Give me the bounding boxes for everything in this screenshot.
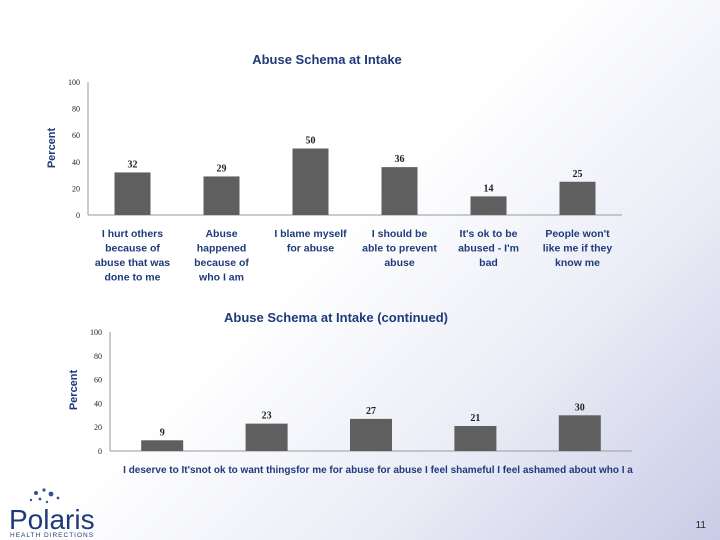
chart-1-bar bbox=[381, 167, 418, 215]
chart-2-y-tick: 40 bbox=[94, 399, 102, 408]
chart-1-category-label: know me bbox=[555, 257, 600, 269]
chart-1-category-label: Abuse bbox=[205, 228, 237, 240]
chart-2: Abuse Schema at Intake (continued) Perce… bbox=[68, 310, 633, 476]
chart-2-data-label: 9 bbox=[160, 427, 165, 438]
chart-2-category-labels-overlap: I deserve to It'snot ok to want thingsfo… bbox=[123, 465, 633, 476]
chart-1-y-tick: 20 bbox=[72, 184, 80, 193]
chart-1-category-label: because of bbox=[194, 257, 249, 269]
chart-2-data-label: 23 bbox=[262, 411, 272, 422]
chart-1-category-label: I hurt others bbox=[102, 228, 163, 240]
chart-2-y-tick: 0 bbox=[98, 447, 102, 456]
logo-wordmark: Polaris bbox=[9, 504, 95, 535]
chart-1-category-labels: I hurt others because of abuse that was don… bbox=[95, 228, 613, 284]
chart-2-bars bbox=[141, 415, 601, 451]
chart-1-y-tick: 80 bbox=[72, 105, 80, 114]
chart-2-data-label: 30 bbox=[575, 402, 585, 413]
chart-1-category-label: for abuse bbox=[287, 243, 334, 255]
chart-1-category-label: abuse that was bbox=[95, 257, 170, 269]
polaris-logo: Polaris HEALTH DIRECTIONS bbox=[9, 488, 95, 539]
chart-1-data-label: 29 bbox=[217, 163, 227, 174]
chart-2-bar bbox=[245, 423, 288, 451]
chart-1-category-label: abuse bbox=[384, 257, 415, 269]
chart-1-data-label: 50 bbox=[306, 136, 316, 147]
chart-2-data-label: 21 bbox=[470, 413, 480, 424]
chart-2-y-tick: 80 bbox=[94, 352, 102, 361]
chart-2-data-label: 27 bbox=[366, 406, 376, 417]
chart-1-category-label: happened bbox=[197, 243, 247, 255]
chart-1-data-label: 14 bbox=[484, 183, 494, 194]
chart-1-data-labels: 32 29 50 36 14 25 bbox=[128, 136, 583, 195]
chart-1-data-label: 25 bbox=[573, 169, 583, 180]
chart-2-title: Abuse Schema at Intake (continued) bbox=[224, 310, 448, 325]
page-number: 11 bbox=[696, 520, 707, 531]
chart-1-bar bbox=[292, 148, 329, 215]
chart-2-data-labels: 9 23 27 21 30 bbox=[160, 402, 585, 438]
chart-2-y-tick: 60 bbox=[94, 376, 102, 385]
chart-1-data-label: 36 bbox=[395, 154, 405, 165]
chart-1-bar bbox=[470, 196, 507, 215]
chart-2-y-tick: 20 bbox=[94, 423, 102, 432]
chart-1-y-tick: 100 bbox=[68, 78, 80, 87]
chart-2-y-tick: 100 bbox=[90, 328, 102, 337]
chart-2-bar bbox=[141, 440, 184, 451]
chart-1-y-ticks: 0 20 40 60 80 100 bbox=[68, 78, 80, 220]
chart-1-y-tick: 0 bbox=[76, 211, 80, 220]
chart-1-category-label: bad bbox=[479, 257, 498, 269]
chart-1-category-label: done to me bbox=[104, 272, 160, 284]
star-cluster-icon bbox=[29, 488, 60, 504]
chart-1-category-label: People won't bbox=[545, 228, 610, 240]
chart-1-category-label: who I am bbox=[198, 272, 244, 284]
chart-1-category-label: I should be bbox=[372, 228, 428, 240]
chart-1-category-label: because of bbox=[105, 243, 160, 255]
chart-1-title: Abuse Schema at Intake bbox=[252, 52, 402, 67]
chart-2-bar bbox=[558, 415, 601, 451]
chart-1-category-label: abused - I'm bbox=[458, 243, 519, 255]
chart-1-bar bbox=[203, 176, 240, 215]
chart-1-category-label: It's ok to be bbox=[460, 228, 518, 240]
chart-1-data-label: 32 bbox=[128, 159, 138, 170]
chart-2-bar bbox=[454, 426, 497, 451]
logo-subtitle: HEALTH DIRECTIONS bbox=[10, 532, 94, 539]
chart-1-y-tick: 60 bbox=[72, 131, 80, 140]
chart-2-y-axis-title: Percent bbox=[68, 369, 80, 410]
chart-1-category-label: able to prevent bbox=[362, 243, 437, 255]
chart-1-y-tick: 40 bbox=[72, 158, 80, 167]
chart-1: Abuse Schema at Intake Percent 0 20 40 60 80… bbox=[46, 52, 622, 284]
chart-2-y-ticks: 0 20 40 60 80 100 bbox=[90, 328, 102, 456]
chart-2-bar bbox=[350, 418, 392, 451]
chart-1-category-label: I blame myself bbox=[274, 228, 347, 240]
chart-1-y-axis-title: Percent bbox=[46, 127, 58, 168]
chart-1-bars bbox=[114, 148, 596, 215]
chart-1-bar bbox=[114, 172, 151, 215]
chart-1-category-label: like me if they bbox=[543, 243, 613, 255]
chart-1-bar bbox=[559, 181, 596, 215]
